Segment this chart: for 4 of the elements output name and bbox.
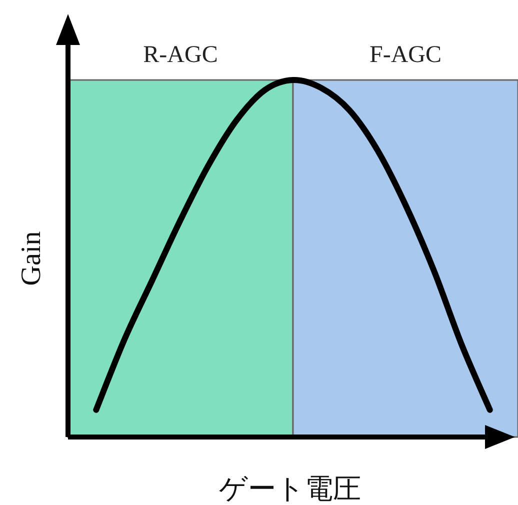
x-axis-title: ゲート電圧 (219, 472, 361, 505)
series-label: F-AGC (369, 42, 442, 68)
series-label: R-AGC (143, 42, 218, 68)
y-axis-title: Gain (16, 231, 47, 286)
